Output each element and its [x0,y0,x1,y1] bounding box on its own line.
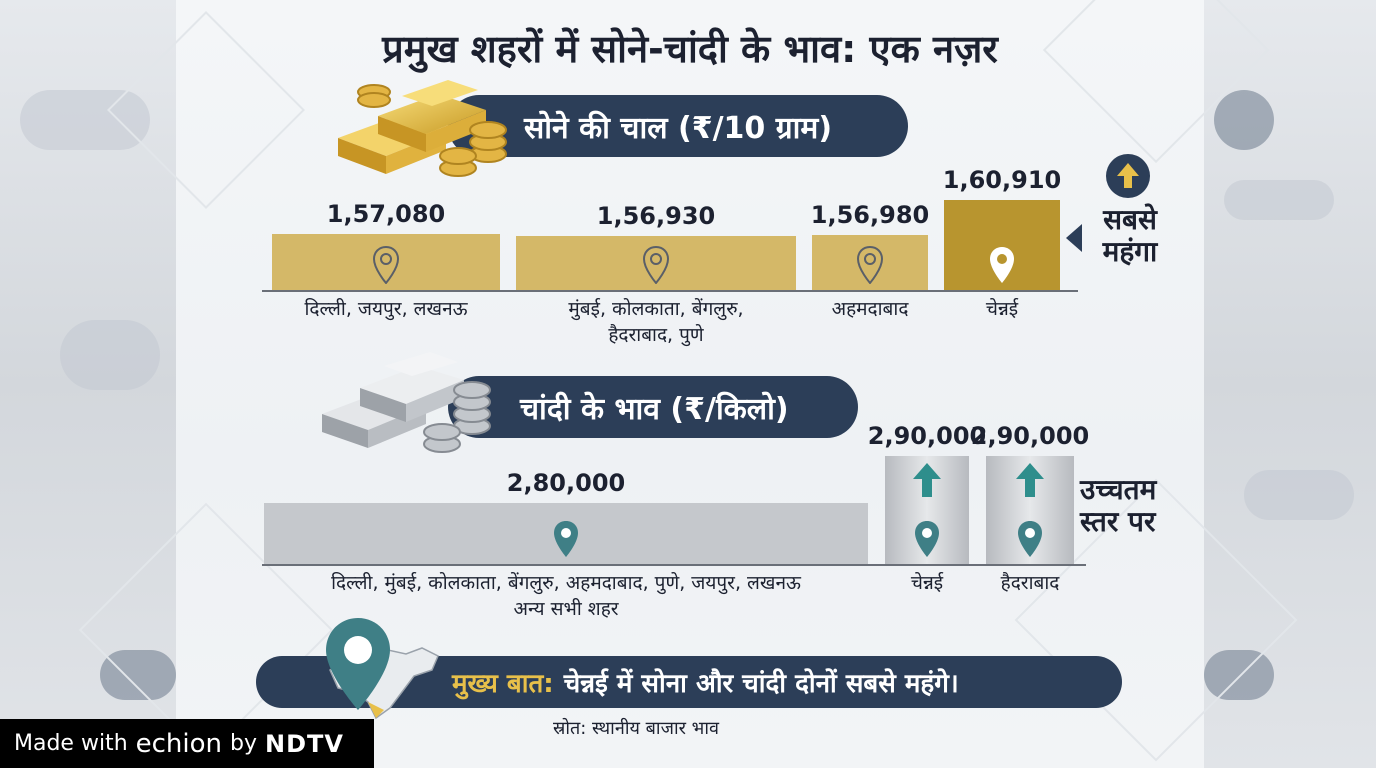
gold-category-line: अहमदाबाद [831,298,909,320]
infographic-card: प्रमुख शहरों में सोने-चांदी के भाव: एक न… [78,0,1298,768]
gold-bar [944,200,1060,290]
silver-category-label: चेन्नई [825,570,1029,596]
silver-category-label: दिल्ली, मुंबई, कोलकाता, बेंगलुरु, अहमदाब… [204,570,928,622]
location-pin-icon [856,245,884,288]
source-note: स्रोत: स्थानीय बाजार भाव [552,718,720,739]
gold-category-line: दिल्ली, जयपुर, लखनऊ [304,298,468,320]
location-pin-icon [642,245,670,288]
gold-banner-label: सोने की चाल (₹/10 ग्राम) [524,110,833,146]
gold-baseline [262,290,1078,292]
left-blurred-backdrop [0,0,176,768]
silver-bar [264,503,868,564]
location-pin-icon [914,520,940,562]
silver-bar [986,456,1074,564]
silver-category-line: चेन्नई [910,572,944,594]
gold-category-line: हैदराबाद, पुणे [608,324,704,346]
gold-bar [516,235,796,290]
gold-bar [272,234,500,290]
silver-callout: उच्चतम स्तर पर [1080,474,1156,538]
silver-category-line: हैदराबाद [1000,572,1060,594]
watermark-brand: echion [135,728,223,759]
silver-bars-icon [322,352,491,453]
silver-callout-line-1: उच्चतम [1080,473,1157,506]
gold-value-label: 1,57,080 [326,200,446,229]
silver-category-line: दिल्ली, मुंबई, कोलकाता, बेंगलुरु, अहमदाब… [331,572,801,594]
gold-up-badge [1106,154,1150,198]
watermark-org: NDTV [265,729,344,758]
arrow-up-icon [1117,163,1139,188]
silver-category-line: अन्य सभी शहर [513,598,619,620]
arrow-up-icon [1015,462,1045,502]
gold-category-label: चेन्नई [884,296,1120,322]
gold-category-label: अहमदाबाद [752,296,988,322]
silver-banner: चांदी के भाव (₹/किलो) [448,376,858,438]
watermark-badge: Made with echion by NDTV [0,719,374,768]
gold-callout-line-2: महंगा [1102,235,1158,268]
gold-banner: सोने की चाल (₹/10 ग्राम) [448,95,908,157]
callout-pointer-icon [1066,224,1082,252]
location-pin-large-icon [326,618,390,710]
key-takeaway-highlight: मुख्य बात: [452,669,554,699]
gold-category-label: दिल्ली, जयपुर, लखनऊ [212,296,560,322]
silver-bar [885,456,969,564]
location-pin-icon [372,245,400,288]
watermark-by: by [230,731,258,756]
key-takeaway-text: चेन्नई में सोना और चांदी दोनों सबसे महंग… [563,669,959,699]
page-title: प्रमुख शहरों में सोने-चांदी के भाव: एक न… [382,27,998,71]
gold-callout-line-1: सबसे [1103,203,1157,236]
gold-value-label: 1,56,980 [810,201,930,230]
gold-category-label: मुंबई, कोलकाता, बेंगलुरु, हैदराबाद, पुणे [456,296,856,348]
silver-value-label: 2,90,000 [867,422,987,450]
location-pin-icon [989,246,1015,288]
location-pin-icon [553,520,579,562]
silver-callout-line-2: स्तर पर [1080,505,1156,538]
gold-value-label: 1,56,930 [596,201,716,230]
arrow-up-icon [912,462,942,502]
gold-value-label: 1,60,910 [942,166,1062,194]
gold-bar [812,235,928,290]
gold-bars-icon [338,80,507,177]
silver-banner-label: चांदी के भाव (₹/किलो) [520,391,789,427]
silver-value-label: 2,80,000 [506,469,626,498]
gold-category-line: मुंबई, कोलकाता, बेंगलुरु, [568,298,744,320]
silver-value-label: 2,90,000 [970,422,1090,450]
right-blurred-backdrop [1204,0,1376,768]
location-pin-icon [1017,520,1043,562]
watermark-prefix: Made with [14,731,128,756]
silver-category-label: हैदराबाद [926,570,1134,596]
gold-category-line: चेन्नई [985,298,1019,320]
silver-baseline [262,564,1086,566]
gold-callout: सबसे महंगा [1094,204,1166,268]
